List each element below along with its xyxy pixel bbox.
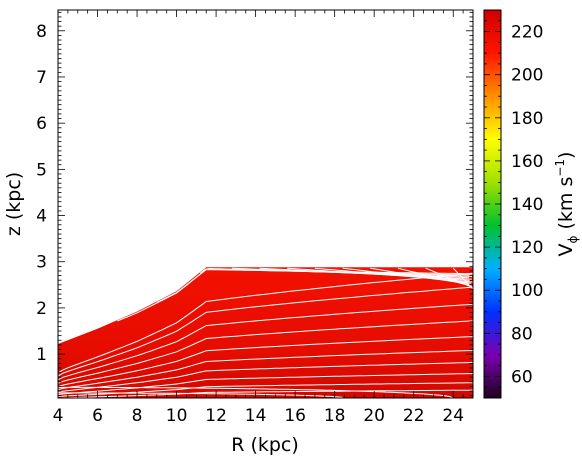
- plot-area: [58, 10, 473, 398]
- contour-line: [397, 267, 473, 287]
- y-tick-label: 4: [36, 207, 47, 227]
- contour-line: [58, 272, 473, 374]
- colorbar-label-unit-close: ): [555, 152, 577, 159]
- x-axis-label: R (kpc): [231, 434, 299, 456]
- contour-line: [425, 267, 471, 287]
- colorbar-tick-label: 80: [511, 324, 533, 344]
- x-tick-label: 22: [403, 406, 425, 426]
- x-axis: 4 6 8 10 12 14 16 18 20 22 24: [53, 10, 474, 426]
- contour-line: [58, 336, 473, 388]
- x-tick-label: 16: [284, 406, 306, 426]
- x-tick-label: 8: [132, 406, 143, 426]
- colorbar-tick-label: 120: [511, 238, 543, 258]
- colorbar-tick-label: 100: [511, 281, 543, 301]
- colorbar: 60 80 100 120 140 160 180 200 220 Vϕ (km s−1): [483, 9, 580, 399]
- y-tick-label: 1: [36, 345, 47, 365]
- colorbar-tick-label: 220: [511, 23, 543, 43]
- contour-line: [58, 373, 473, 396]
- y-axis-label: z (kpc): [3, 172, 25, 236]
- contour-line: [58, 349, 473, 391]
- contour-line: [58, 303, 473, 381]
- x-tick-label: 4: [53, 406, 64, 426]
- colorbar-ticks: 60 80 100 120 140 160 180 200 220: [484, 9, 543, 399]
- colorbar-tick-label: 200: [511, 66, 543, 86]
- y-tick-label: 3: [36, 253, 47, 273]
- y-axis: 1 2 3 4 5 6 7 8: [36, 11, 473, 397]
- y-tick-label: 2: [36, 299, 47, 319]
- y-tick-label: 8: [36, 22, 47, 42]
- x-tick-label: 24: [442, 406, 464, 426]
- contour-line: [58, 361, 473, 393]
- contour-line: [58, 286, 473, 377]
- colorbar-label-subscript: ϕ: [566, 235, 580, 243]
- contour-line: [58, 320, 473, 384]
- colorbar-label-unit-open: (km s: [555, 177, 577, 236]
- y-tick-label: 7: [36, 68, 47, 88]
- contour-line: [452, 267, 473, 290]
- x-tick-label: 14: [245, 406, 267, 426]
- colorbar-label-symbol: V: [555, 243, 577, 256]
- colorbar-tick-label: 180: [511, 109, 543, 129]
- velocity-contours: [58, 267, 473, 398]
- x-tick-label: 10: [166, 406, 188, 426]
- x-tick-label: 18: [324, 406, 346, 426]
- x-tick-label: 6: [92, 406, 103, 426]
- colorbar-label-unit-exp: −1: [553, 159, 567, 177]
- x-tick-label: 12: [205, 406, 227, 426]
- contour-line: [58, 386, 454, 398]
- colorbar-tick-label: 140: [511, 195, 543, 215]
- colorbar-tick-label: 60: [511, 367, 533, 387]
- colorbar-label: Vϕ (km s−1): [553, 152, 580, 257]
- y-tick-label: 6: [36, 114, 47, 134]
- y-tick-label: 5: [36, 160, 47, 180]
- colorbar-tick-label: 160: [511, 152, 543, 172]
- x-tick-label: 20: [363, 406, 385, 426]
